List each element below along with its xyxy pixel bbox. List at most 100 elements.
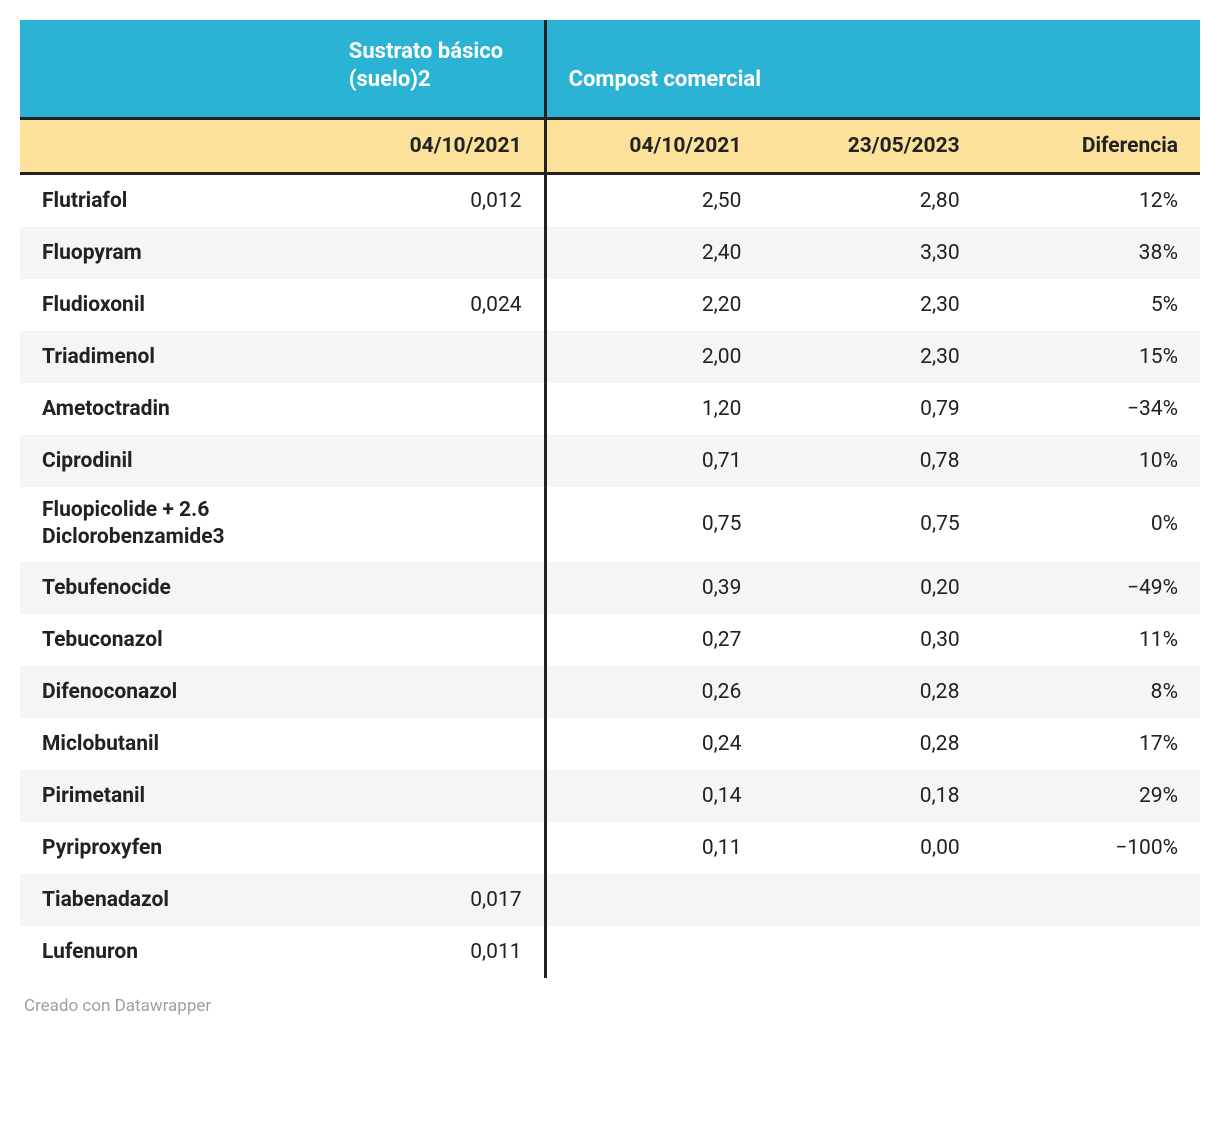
row-sustrato-value: 0,024 — [327, 279, 545, 331]
row-sustrato-value: 0,017 — [327, 874, 545, 926]
header-group-sustrato: Sustrato básico (suelo)2 — [327, 20, 545, 119]
row-compost-date2-value — [763, 874, 981, 926]
row-diferencia-value: −34% — [982, 383, 1200, 435]
table-row: Fluopicolide + 2.6 Diclorobenzamide3 0,75… — [20, 487, 1200, 562]
row-diferencia-value — [982, 926, 1200, 978]
table-header-dates: 04/10/2021 04/10/2021 23/05/2023 Diferen… — [20, 119, 1200, 174]
row-name: Pyriproxyfen — [20, 822, 327, 874]
row-name: Tebufenocide — [20, 562, 327, 614]
row-sustrato-value — [327, 770, 545, 822]
row-compost-date1-value: 0,75 — [545, 487, 763, 562]
table-row: Pyriproxyfen 0,110,00−100% — [20, 822, 1200, 874]
table-row: Miclobutanil 0,240,2817% — [20, 718, 1200, 770]
row-name: Fludioxonil — [20, 279, 327, 331]
row-compost-date2-value: 2,30 — [763, 279, 981, 331]
row-name: Ciprodinil — [20, 435, 327, 487]
table-row: Tebufenocide 0,390,20−49% — [20, 562, 1200, 614]
row-name: Fluopyram — [20, 227, 327, 279]
row-sustrato-value — [327, 822, 545, 874]
row-sustrato-value: 0,011 — [327, 926, 545, 978]
row-compost-date2-value: 0,28 — [763, 718, 981, 770]
row-name: Pirimetanil — [20, 770, 327, 822]
row-name: Ametoctradin — [20, 383, 327, 435]
row-compost-date1-value: 0,71 — [545, 435, 763, 487]
row-compost-date1-value: 2,50 — [545, 174, 763, 228]
row-compost-date1-value: 0,24 — [545, 718, 763, 770]
row-name: Fluopicolide + 2.6 Diclorobenzamide3 — [20, 487, 327, 562]
row-sustrato-value — [327, 487, 545, 562]
header-rowlabel-spacer — [20, 119, 327, 174]
row-compost-date1-value: 0,27 — [545, 614, 763, 666]
row-diferencia-value: 15% — [982, 331, 1200, 383]
row-diferencia-value: −49% — [982, 562, 1200, 614]
header-spacer — [20, 20, 327, 119]
row-diferencia-value: 5% — [982, 279, 1200, 331]
table-row: Difenoconazol 0,260,288% — [20, 666, 1200, 718]
row-compost-date2-value: 3,30 — [763, 227, 981, 279]
row-compost-date1-value: 2,00 — [545, 331, 763, 383]
table-row: Ametoctradin 1,200,79−34% — [20, 383, 1200, 435]
row-compost-date1-value: 0,14 — [545, 770, 763, 822]
row-compost-date2-value: 0,79 — [763, 383, 981, 435]
row-compost-date1-value — [545, 874, 763, 926]
row-compost-date2-value: 0,28 — [763, 666, 981, 718]
pesticide-table-container: Sustrato básico (suelo)2 Compost comerci… — [20, 20, 1200, 1016]
row-diferencia-value: 38% — [982, 227, 1200, 279]
table-row: Tebuconazol0,270,3011% — [20, 614, 1200, 666]
row-compost-date2-value: 2,80 — [763, 174, 981, 228]
row-compost-date1-value: 0,39 — [545, 562, 763, 614]
row-sustrato-value — [327, 614, 545, 666]
row-diferencia-value: −100% — [982, 822, 1200, 874]
row-compost-date2-value: 0,20 — [763, 562, 981, 614]
row-sustrato-value — [327, 227, 545, 279]
row-name: Miclobutanil — [20, 718, 327, 770]
row-compost-date2-value — [763, 926, 981, 978]
pesticide-table: Sustrato básico (suelo)2 Compost comerci… — [20, 20, 1200, 978]
row-compost-date1-value: 2,40 — [545, 227, 763, 279]
row-sustrato-value — [327, 383, 545, 435]
table-row: Pirimetanil0,140,1829% — [20, 770, 1200, 822]
row-compost-date2-value: 0,18 — [763, 770, 981, 822]
header-col-diferencia: Diferencia — [982, 119, 1200, 174]
row-sustrato-value — [327, 562, 545, 614]
row-diferencia-value: 11% — [982, 614, 1200, 666]
row-diferencia-value — [982, 874, 1200, 926]
credit-text: Creado con Datawrapper — [20, 978, 1200, 1016]
table-body: Flutriafol0,0122,502,8012%Fluopyram2,403… — [20, 174, 1200, 978]
row-diferencia-value: 17% — [982, 718, 1200, 770]
table-row: Tiabenadazol0,017 — [20, 874, 1200, 926]
row-name: Flutriafol — [20, 174, 327, 228]
table-row: Fluopyram 2,403,3038% — [20, 227, 1200, 279]
row-compost-date2-value: 0,30 — [763, 614, 981, 666]
row-diferencia-value: 0% — [982, 487, 1200, 562]
table-row: Triadimenol 2,002,3015% — [20, 331, 1200, 383]
row-sustrato-value — [327, 666, 545, 718]
row-compost-date1-value: 0,26 — [545, 666, 763, 718]
row-name: Difenoconazol — [20, 666, 327, 718]
row-diferencia-value: 10% — [982, 435, 1200, 487]
row-sustrato-value: 0,012 — [327, 174, 545, 228]
table-row: Fludioxonil0,0242,202,305% — [20, 279, 1200, 331]
table-header-groups: Sustrato básico (suelo)2 Compost comerci… — [20, 20, 1200, 119]
row-compost-date2-value: 0,78 — [763, 435, 981, 487]
row-compost-date1-value: 1,20 — [545, 383, 763, 435]
row-sustrato-value — [327, 435, 545, 487]
row-compost-date2-value: 0,00 — [763, 822, 981, 874]
row-diferencia-value: 8% — [982, 666, 1200, 718]
row-name: Lufenuron — [20, 926, 327, 978]
row-compost-date1-value — [545, 926, 763, 978]
table-row: Ciprodinil 0,710,7810% — [20, 435, 1200, 487]
header-group-compost: Compost comercial — [545, 20, 1200, 119]
table-row: Flutriafol0,0122,502,8012% — [20, 174, 1200, 228]
row-sustrato-value — [327, 331, 545, 383]
header-col-compost-date1: 04/10/2021 — [545, 119, 763, 174]
row-name: Tiabenadazol — [20, 874, 327, 926]
row-diferencia-value: 12% — [982, 174, 1200, 228]
table-row: Lufenuron0,011 — [20, 926, 1200, 978]
header-col-sustrato-date: 04/10/2021 — [327, 119, 545, 174]
row-name: Triadimenol — [20, 331, 327, 383]
row-compost-date2-value: 2,30 — [763, 331, 981, 383]
row-compost-date2-value: 0,75 — [763, 487, 981, 562]
row-compost-date1-value: 0,11 — [545, 822, 763, 874]
header-col-compost-date2: 23/05/2023 — [763, 119, 981, 174]
